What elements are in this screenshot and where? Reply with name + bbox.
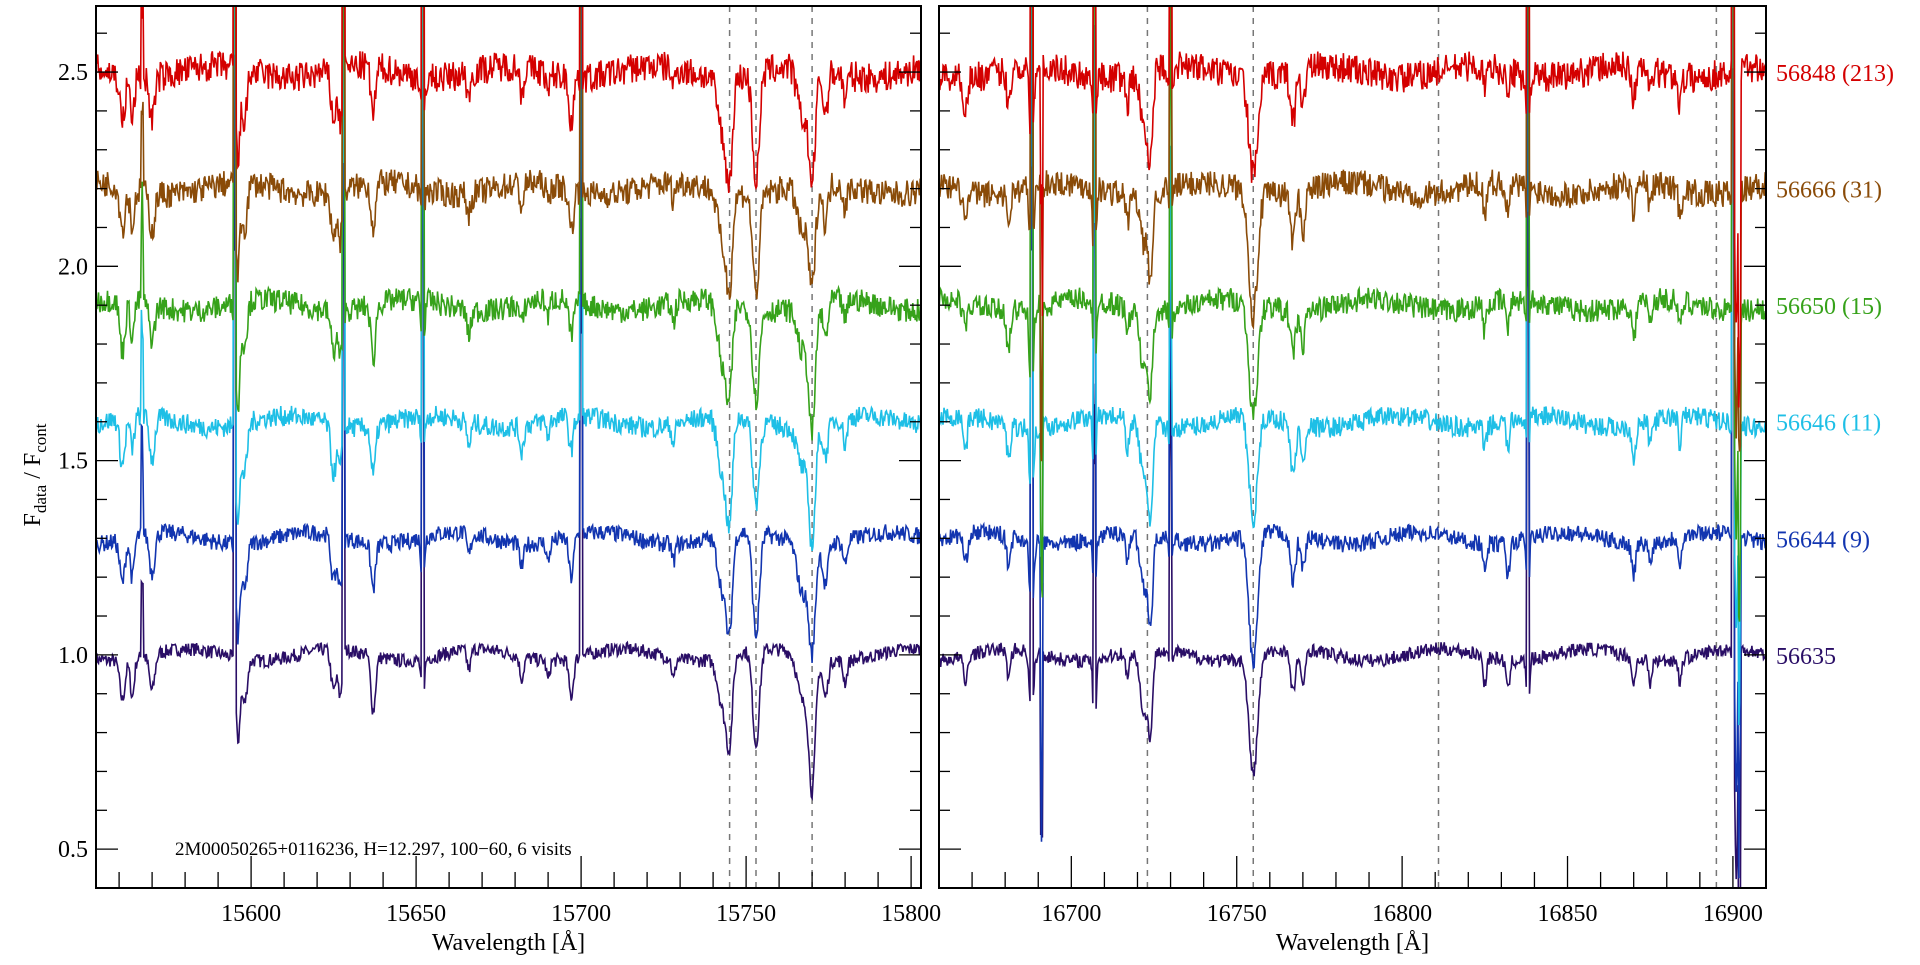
legend-label-56646: 56646 (11) (1776, 411, 1881, 437)
x-tick-label: 15750 (716, 901, 776, 927)
y-tick-label: 2.0 (58, 254, 88, 280)
spectrum-56644-panel-2 (939, 6, 1766, 879)
x-axis-label: Wavelength [Å] (432, 930, 585, 956)
spectrum-56666-panel-2 (939, 6, 1766, 462)
spectrum-56646-panel-2 (939, 6, 1766, 726)
plot-frame (95, 5, 922, 889)
legend-label-56650: 56650 (15) (1776, 294, 1882, 320)
x-tick-label: 15600 (221, 901, 281, 927)
y-tick-label: 2.5 (58, 60, 88, 86)
x-tick-label: 16750 (1207, 901, 1267, 927)
legend-label-56635: 56635 (1776, 644, 1836, 670)
spectrum-56650-panel-2 (939, 6, 1766, 622)
y-label-sep: / F (20, 453, 46, 485)
spectrum-56635-panel-2 (939, 6, 1766, 888)
spectrum-56848-panel-1 (96, 6, 921, 193)
y-tick-label: 1.0 (58, 643, 88, 669)
x-tick-label: 16850 (1538, 901, 1598, 927)
legend-label-56848: 56848 (213) (1776, 61, 1894, 87)
spectrum-56848-panel-2 (939, 6, 1766, 408)
y-label-main: F (20, 513, 46, 526)
y-axis-label: Fdata / Fcont (20, 423, 50, 526)
panel-2: 16700 16750 16800 16850 16900 Wavelength [Å] (938, 5, 1767, 956)
spectrum-56635-panel-1 (96, 6, 921, 802)
x-tick-label: 15700 (551, 901, 611, 927)
legend-label-56666: 56666 (31) (1776, 178, 1882, 204)
spectrum-56650-panel-1 (96, 6, 921, 441)
x-tick-label: 15650 (386, 901, 446, 927)
y-tick-label: 0.5 (58, 837, 88, 863)
x-axis-label: Wavelength [Å] (1276, 930, 1429, 956)
x-tick-label: 15800 (881, 901, 941, 927)
panel-1: 15600 15650 15700 15750 15800 Wavelength [Å] 0… (58, 5, 941, 956)
spectrum-56666-panel-1 (96, 6, 921, 300)
plot-frame (938, 5, 1767, 889)
y-tick-label: 1.5 (58, 449, 88, 475)
annotation: 2M00050265+0116236, H=12.297, 100−60, 6 … (175, 839, 572, 860)
legend-label-56644: 56644 (9) (1776, 527, 1870, 553)
x-tick-label: 16800 (1372, 901, 1432, 927)
y-label-sub2: cont (31, 423, 50, 453)
svg-text:Fdata / Fcont: Fdata / Fcont (20, 423, 50, 526)
y-label-sub1: data (31, 484, 50, 513)
spectrum-56646-panel-1 (96, 6, 921, 552)
x-tick-label: 16900 (1703, 901, 1763, 927)
x-tick-label: 16700 (1041, 901, 1101, 927)
